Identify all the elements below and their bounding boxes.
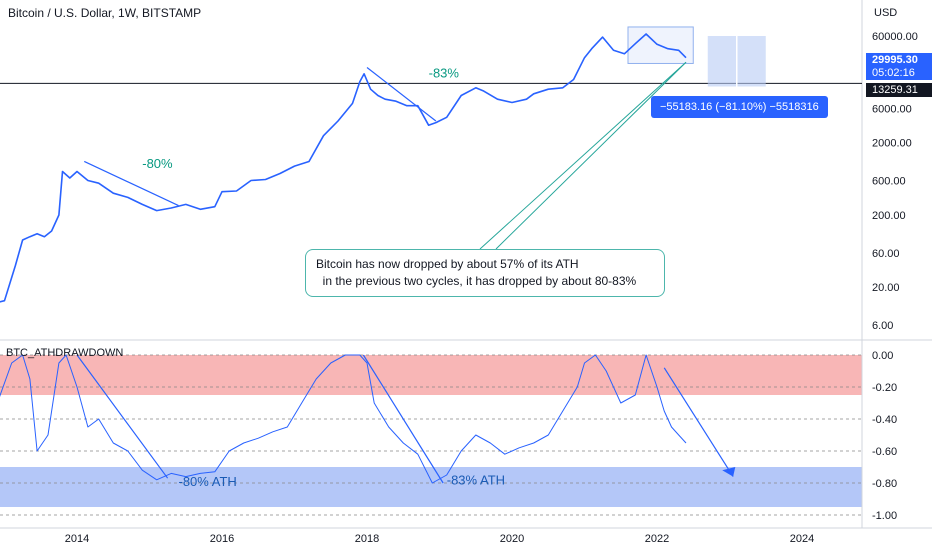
time-tick-label-0: 2014	[65, 533, 89, 545]
dd-tick-label-1: -0.20	[872, 382, 897, 394]
price-tick-label-2: 6000.00	[872, 103, 912, 115]
label-drop-2014: -80%	[142, 156, 173, 171]
dd-arrow-2018	[362, 354, 444, 484]
crosshair-price-tag: 13259.31	[866, 83, 932, 97]
label-drop-2018: -83%	[429, 65, 460, 80]
dd-tick-label-2: -0.40	[872, 414, 897, 426]
label-ath-2018: -83% ATH	[447, 473, 505, 488]
trend-arrow-2014	[83, 160, 179, 207]
last-price-tag: 29995.30	[866, 53, 932, 67]
drawdown-zone-1	[0, 467, 862, 507]
dd-tick-label-5: -1.00	[872, 510, 897, 522]
dd-tick-label-3: -0.60	[872, 446, 897, 458]
chart-title: Bitcoin / U.S. Dollar, 1W, BITSTAMP	[8, 6, 202, 20]
dd-arrow-2022	[663, 367, 734, 477]
time-tick-label-1: 2016	[210, 533, 234, 545]
dd-tick-label-4: -0.80	[872, 478, 897, 490]
drawdown-zone-0	[0, 355, 862, 395]
dd-tick-label-0: 0.00	[872, 350, 893, 362]
callout-line-2: in the previous two cycles, it has dropp…	[316, 274, 637, 288]
currency-label: USD	[874, 7, 898, 19]
callout-box[interactable]: Bitcoin has now dropped by about 57% of …	[305, 249, 665, 297]
price-tick-label-0: 60000.00	[872, 31, 918, 43]
countdown-tag: 05:02:16	[866, 66, 932, 80]
price-tick-label-3: 2000.00	[872, 138, 912, 150]
time-tick-label-5: 2024	[790, 533, 814, 545]
time-tick-label-4: 2022	[645, 533, 669, 545]
time-tick-label-2: 2018	[355, 533, 379, 545]
price-tick-label-6: 60.00	[872, 248, 900, 260]
price-tick-label-7: 20.00	[872, 282, 900, 294]
price-tick-label-4: 600.00	[872, 176, 906, 188]
price-tick-label-5: 200.00	[872, 210, 906, 222]
measure-label[interactable]: −55183.16 (−81.10%) −5518316	[651, 96, 828, 118]
callout-leader-1	[479, 61, 687, 250]
drawdown-line-series	[0, 354, 687, 484]
indicator-title: BTC_ATHDRAWDOWN	[6, 347, 124, 359]
callout-leader-2	[495, 61, 687, 250]
dd-arrowhead-2022	[722, 467, 736, 477]
price-tick-label-8: 6.00	[872, 320, 893, 332]
price-line-series	[0, 33, 687, 303]
trend-arrow-2018	[366, 67, 437, 122]
time-tick-label-3: 2020	[500, 533, 524, 545]
dd-arrow-2014	[76, 354, 169, 479]
label-ath-2015: -80% ATH	[179, 474, 237, 489]
callout-line-1: Bitcoin has now dropped by about 57% of …	[316, 257, 579, 271]
